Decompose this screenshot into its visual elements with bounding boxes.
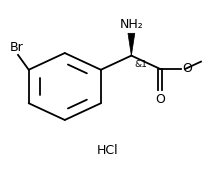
Polygon shape: [128, 33, 135, 56]
Text: O: O: [183, 62, 192, 75]
Text: &1: &1: [134, 60, 147, 69]
Text: Br: Br: [10, 41, 24, 54]
Text: HCl: HCl: [97, 144, 118, 157]
Text: NH₂: NH₂: [120, 18, 143, 31]
Text: O: O: [155, 93, 165, 106]
